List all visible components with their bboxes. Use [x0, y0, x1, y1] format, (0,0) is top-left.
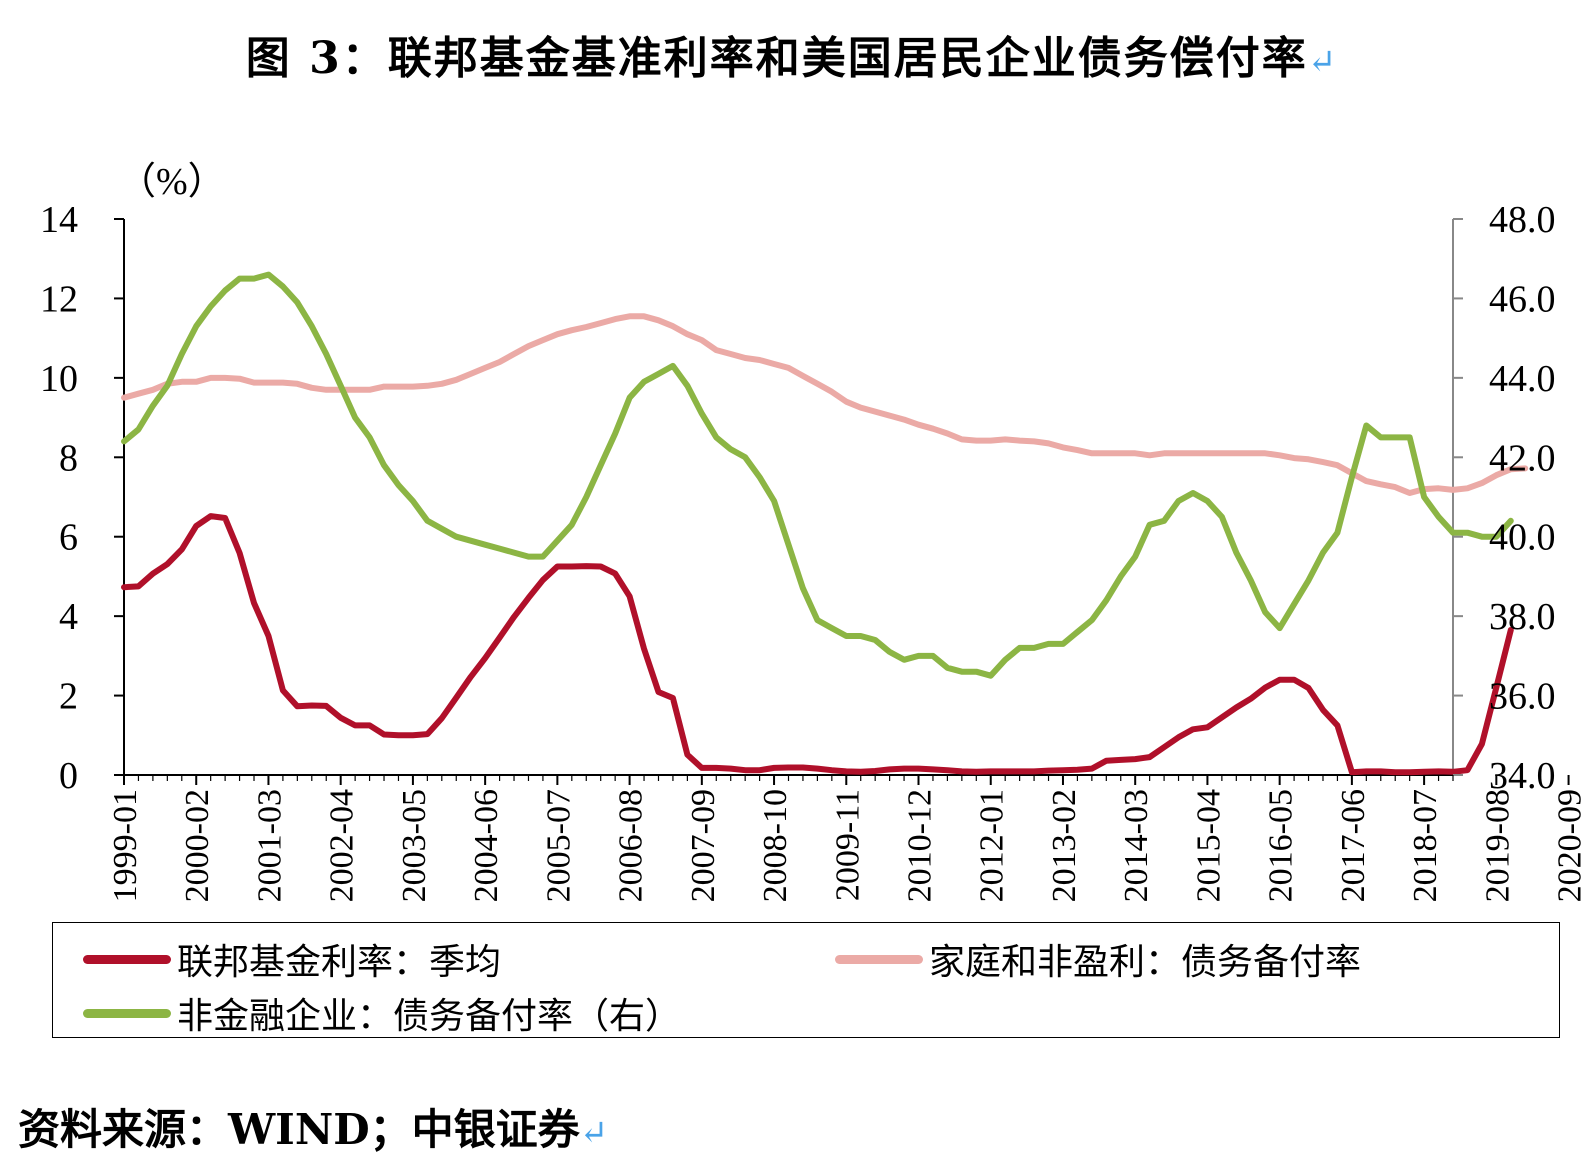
x-tick-label: 2017-06	[1335, 789, 1372, 902]
y-left-tick-label: 2	[59, 676, 78, 718]
x-tick-label: 2001-03	[251, 789, 288, 902]
series-line-fed	[121, 513, 1514, 776]
x-tick-label: 2000-02	[179, 789, 216, 902]
source-note: 资料来源：WIND；中银证券↵	[18, 1105, 609, 1154]
y-right-tick-label: 44.0	[1489, 358, 1556, 400]
legend-label-fed-funds: 联邦基金利率：季均	[177, 942, 502, 983]
y-axis-right: 34.0 36.0 38.0 40.0 42.0 44.0 46.0 48.0	[1453, 199, 1556, 797]
x-tick-label: 2013-02	[1046, 789, 1083, 902]
x-tick-label: 2006-08	[613, 789, 650, 902]
legend: 联邦基金利率：季均 家庭和非盈利：债务备付率 非金融企业：债务备付率（右）	[52, 922, 1560, 1038]
legend-swatch-corporate	[83, 1008, 171, 1018]
y-right-tick-label: 34.0	[1489, 755, 1556, 797]
x-tick-label: 2014-03	[1118, 789, 1155, 902]
series-line-household	[121, 313, 1529, 496]
legend-swatch-fed-funds	[83, 954, 171, 964]
y-left-tick-label: 6	[59, 517, 78, 559]
chart-axes	[123, 219, 1454, 776]
x-tick-label: 2004-06	[468, 789, 505, 902]
x-tick-label: 2019-08	[1479, 789, 1516, 902]
legend-item-corporate: 非金融企业：债务备付率（右）	[83, 987, 681, 1039]
x-tick-label: 1999-01	[107, 789, 144, 902]
x-tick-label: 2005-07	[540, 789, 577, 902]
x-axis: 1999-01 2000-02 2001-03 2002-04 2003-05 2004-…	[107, 775, 1584, 902]
y-left-tick-label: 4	[59, 596, 78, 638]
x-tick-label: 2009-11	[829, 789, 866, 901]
y-left-tick-label: 14	[40, 199, 78, 241]
legend-item-household: 家庭和非盈利：债务备付率	[835, 933, 1361, 985]
y-left-tick-label: 12	[40, 278, 78, 320]
series-line-corporate	[121, 271, 1514, 679]
y-right-tick-label: 42.0	[1489, 437, 1556, 479]
x-tick-label: 2016-05	[1263, 789, 1300, 902]
x-tick-label: 2020-09	[1552, 789, 1584, 902]
y-right-tick-label: 40.0	[1489, 517, 1556, 559]
y-right-tick-label: 36.0	[1489, 676, 1556, 718]
legend-item-fed-funds: 联邦基金利率：季均	[83, 933, 501, 985]
x-tick-label: 2008-10	[757, 789, 794, 902]
y-left-tick-label: 8	[59, 437, 78, 479]
y-left-tick-label: 10	[40, 358, 78, 400]
legend-label-household: 家庭和非盈利：债务备付率	[929, 942, 1362, 983]
legend-swatch-household	[835, 954, 923, 964]
y-right-tick-label: 46.0	[1489, 278, 1556, 320]
y-axis-unit-label: （%）	[118, 161, 226, 203]
y-left-tick-label: 0	[59, 755, 78, 797]
legend-label-corporate: 非金融企业：债务备付率（右）	[177, 996, 682, 1037]
y-axis-left: 0 2 4 6 8 10 12 14	[40, 199, 124, 797]
return-mark-icon: ↵	[1307, 42, 1339, 82]
x-tick-label: 2007-09	[685, 789, 722, 902]
x-tick-label: 2018-07	[1407, 789, 1444, 902]
x-tick-label: 2012-01	[974, 789, 1011, 902]
x-tick-label: 2002-04	[324, 789, 361, 902]
y-right-tick-label: 38.0	[1489, 596, 1556, 638]
x-tick-label: 2015-04	[1190, 789, 1227, 902]
chart-series	[121, 271, 1529, 776]
return-mark-icon: ↵	[579, 1113, 609, 1153]
chart-title: 图 3：联邦基金基准利率和美国居民企业债务偿付率↵	[245, 33, 1339, 84]
y-right-tick-label: 48.0	[1489, 199, 1556, 241]
x-tick-label: 2003-05	[396, 789, 433, 902]
x-tick-label: 2010-12	[902, 789, 939, 902]
